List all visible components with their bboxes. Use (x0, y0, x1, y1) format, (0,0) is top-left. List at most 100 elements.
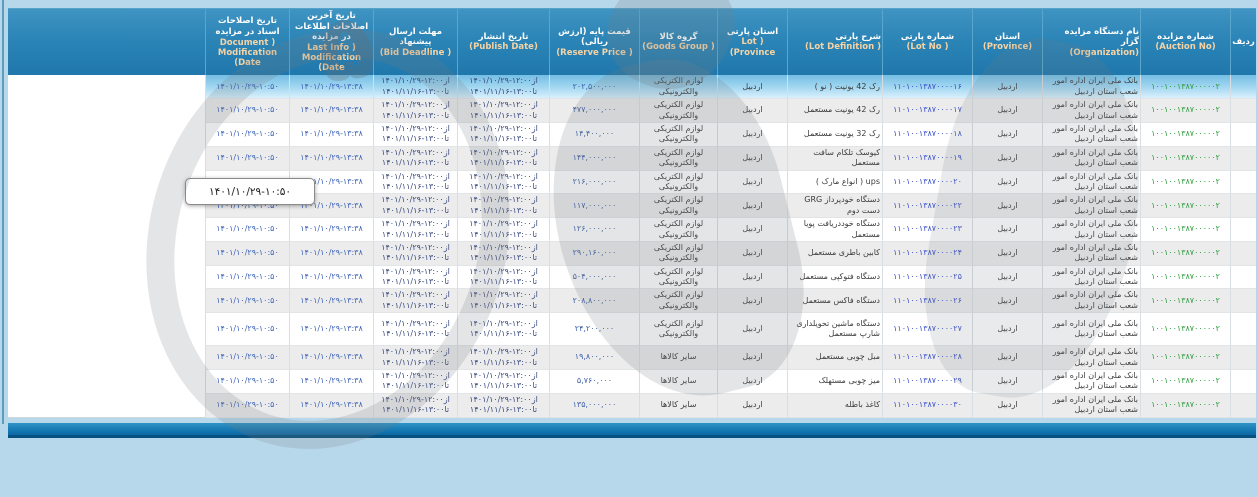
table-row[interactable]: ۱۰۰۱۰۰۱۳۸۷۰۰۰۰۰۲ بانک ملی ایران اداره امو… (205, 289, 1256, 314)
table-row[interactable]: ۱۰۰۱۰۰۱۳۸۷۰۰۰۰۰۲ بانک ملی ایران اداره امو… (205, 265, 1256, 290)
header-col-doc-modification[interactable]: تاریخ اصلاحات اسناد در مزایده( Document … (205, 9, 289, 76)
header-label-en: ( Lot Definition) (805, 42, 881, 53)
cell-doc-modification: ۱۴۰۱/۱۰/۲۹-۱۰:۵۰ (205, 123, 289, 147)
header-col-reserve-price[interactable]: قیمت پایه (ارزش ریالی)( Reserve Price) (549, 9, 639, 76)
cell-value[interactable]: ۱۱۰۱۰۰۱۳۸۷۰۰۰۰۲۵ (893, 271, 962, 281)
cell-value: ۱۴۰۱/۱۰/۲۹-۱۰:۵۰ (216, 352, 279, 362)
cell-value[interactable]: ۱۱۰۱۰۰۱۳۸۷۰۰۰۰۳۰ (893, 400, 962, 409)
cell-value[interactable]: ۱۱۰۱۰۰۱۳۸۷۰۰۰۰۱۶ (893, 81, 962, 91)
date-to: تا۱۴۰۱/۱۱/۱۶-۱۳:۰۰ (470, 253, 537, 263)
date-prefix: تا (444, 329, 450, 339)
cell-lot-no[interactable]: ۱۱۰۱۰۰۱۳۸۷۰۰۰۰۱۶ (882, 75, 972, 100)
cell-value[interactable]: ۱۱۰۱۰۰۱۳۸۷۰۰۰۰۲۴ (893, 248, 962, 258)
cell-value: اردبیل (997, 176, 1018, 186)
header-label-fa: تاریخ آخرین اصلاحات اطلاعات در مزایده (294, 11, 369, 43)
header-col-info-modification[interactable]: تاریخ آخرین اصلاحات اطلاعات در مزایده( L… (289, 9, 373, 76)
cell-value: ۱۰۰۱۰۰۱۳۸۷۰۰۰۰۰۲ (1151, 376, 1220, 386)
header-col-goods-group[interactable]: گروه کالا( Goods Group) (639, 9, 717, 76)
header-col-auction-no[interactable]: شماره مزایده (Auction No) (1140, 9, 1230, 76)
header-col-lot-province[interactable]: استان پارتی( Lot Province) (717, 9, 787, 76)
header-col-publish-date[interactable]: تاریخ انتشار (Publish Date) (457, 9, 549, 76)
cell-value: دستگاه ماشین تحویلداری شارپ مستعمل (796, 318, 880, 339)
cell-lot-no[interactable]: ۱۱۰۱۰۰۱۳۸۷۰۰۰۰۲۴ (882, 241, 972, 266)
date-prefix: از (531, 171, 538, 181)
cell-value: بانک ملی ایران اداره امور شعب استان اردب… (1052, 124, 1138, 144)
cell-lot-no[interactable]: ۱۱۰۱۰۰۱۳۸۷۰۰۰۰۲۸ (882, 346, 972, 371)
cell-value: کابین باطری مستعمل (807, 248, 880, 258)
cell-organization: بانک ملی ایران اداره امور شعب استان اردب… (1042, 146, 1140, 171)
date-value: ۱۴۰۱/۱۱/۱۶-۱۳:۰۰ (469, 110, 533, 120)
cell-info-modification: ۱۴۰۱/۱۰/۲۹-۱۳:۳۸ (289, 241, 373, 266)
cell-lot-no[interactable]: ۱۱۰۱۰۰۱۳۸۷۰۰۰۰۱۹ (882, 146, 972, 171)
date-from: از۱۴۰۱/۱۰/۲۹-۱۲:۰۰ (381, 347, 450, 357)
cell-publish-date: از۱۴۰۱/۱۰/۲۹-۱۲:۰۰ تا۱۴۰۱/۱۱/۱۶-۱۳:۰۰ (457, 170, 549, 195)
date-prefix: از (531, 100, 538, 110)
date-value: ۱۴۰۱/۱۰/۲۹-۱۲:۰۰ (381, 266, 444, 276)
cell-lot-no[interactable]: ۱۱۰۱۰۰۱۳۸۷۰۰۰۰۲۳ (882, 218, 972, 242)
cell-lot-no[interactable]: ۱۱۰۱۰۰۱۳۸۷۰۰۰۰۲۰ (882, 170, 972, 195)
date-value: ۱۴۰۱/۱۱/۱۶-۱۳:۰۰ (381, 181, 445, 191)
cell-value: اردبیل (742, 248, 763, 258)
table-row[interactable]: ۱۰۰۱۰۰۱۳۸۷۰۰۰۰۰۲ بانک ملی ایران اداره امو… (205, 194, 1256, 219)
date-to: تا۱۴۰۱/۱۱/۱۶-۱۳:۰۰ (382, 253, 449, 263)
pager-bar[interactable] (8, 422, 1256, 438)
cell-value: ۱۴۰۱/۱۰/۲۹-۱۳:۳۸ (300, 295, 363, 305)
cell-value: اردبیل (997, 352, 1018, 362)
cell-value: ۲۱۶,۰۰۰,۰۰۰ (572, 176, 617, 186)
header-col-bid-deadline[interactable]: مهلت ارسال پیشنهاد( Bid Deadline) (373, 9, 457, 76)
cell-value[interactable]: ۱۱۰۱۰۰۱۳۸۷۰۰۰۰۲۸ (893, 352, 962, 362)
cell-lot-no[interactable]: ۱۱۰۱۰۰۱۳۸۷۰۰۰۰۲۶ (882, 289, 972, 314)
table-row[interactable]: ۱۰۰۱۰۰۱۳۸۷۰۰۰۰۰۲ بانک ملی ایران اداره امو… (205, 370, 1256, 394)
cell-goods-group: لوازم الکتریکی والکترونیکی (639, 146, 717, 171)
cell-lot-province: اردبیل (717, 241, 787, 266)
header-col-province[interactable]: استان (Province) (972, 9, 1042, 76)
cell-lot-no[interactable]: ۱۱۰۱۰۰۱۳۸۷۰۰۰۰۲۲ (882, 194, 972, 219)
cell-goods-group: لوازم الکتریکی والکترونیکی (639, 75, 717, 100)
header-col-lot-no[interactable]: شماره پارتی( Lot No) (882, 9, 972, 76)
cell-lot-no[interactable]: ۱۱۰۱۰۰۱۳۸۷۰۰۰۰۲۵ (882, 265, 972, 290)
cell-value[interactable]: ۱۱۰۱۰۰۱۳۸۷۰۰۰۰۲۳ (893, 224, 962, 234)
cell-lot-no[interactable]: ۱۱۰۱۰۰۱۳۸۷۰۰۰۰۱۷ (882, 99, 972, 123)
date-to: تا۱۴۰۱/۱۱/۱۶-۱۳:۰۰ (382, 277, 449, 287)
date-from: از۱۴۰۱/۱۰/۲۹-۱۲:۰۰ (469, 172, 538, 182)
date-to: تا۱۴۰۱/۱۱/۱۶-۱۳:۰۰ (382, 134, 449, 144)
cell-lot-no[interactable]: ۱۱۰۱۰۰۱۳۸۷۰۰۰۰۳۰ (882, 393, 972, 418)
cell-row-index (1230, 194, 1256, 219)
header-col-lot-definition[interactable]: شرح پارتی( Lot Definition) (787, 9, 882, 76)
table-row[interactable]: ۱۰۰۱۰۰۱۳۸۷۰۰۰۰۰۲ بانک ملی ایران اداره امو… (205, 75, 1256, 100)
cell-value[interactable]: ۱۱۰۱۰۰۱۳۸۷۰۰۰۰۲۶ (893, 295, 962, 305)
cell-value[interactable]: ۱۱۰۱۰۰۱۳۸۷۰۰۰۰۲۹ (893, 376, 962, 386)
header-col-organization[interactable]: نام دستگاه مزایده گزار (Organization) (1042, 9, 1140, 76)
cell-value[interactable]: ۱۱۰۱۰۰۱۳۸۷۰۰۰۰۲۲ (893, 200, 962, 210)
date-value: ۱۴۰۱/۱۰/۲۹-۱۲:۰۰ (381, 318, 444, 328)
date-value: ۱۴۰۱/۱۰/۲۹-۱۲:۰۰ (469, 318, 532, 328)
cell-lot-definition: کیوسک تلکام سافت مستعمل (787, 146, 882, 171)
cell-lot-no[interactable]: ۱۱۰۱۰۰۱۳۸۷۰۰۰۰۱۸ (882, 123, 972, 147)
table-row[interactable]: ۱۰۰۱۰۰۱۳۸۷۰۰۰۰۰۲ بانک ملی ایران اداره امو… (205, 218, 1256, 242)
cell-value: دستگاه خودپرداز GRG دست دوم (804, 195, 880, 215)
table-row[interactable]: ۱۰۰۱۰۰۱۳۸۷۰۰۰۰۰۲ بانک ملی ایران اداره امو… (205, 241, 1256, 266)
table-row[interactable]: ۱۰۰۱۰۰۱۳۸۷۰۰۰۰۰۲ بانک ملی ایران اداره امو… (205, 346, 1256, 371)
table-row[interactable]: ۱۰۰۱۰۰۱۳۸۷۰۰۰۰۰۲ بانک ملی ایران اداره امو… (205, 123, 1256, 147)
cell-value[interactable]: ۱۱۰۱۰۰۱۳۸۷۰۰۰۰۱۸ (893, 129, 962, 139)
table-row[interactable]: ۱۰۰۱۰۰۱۳۸۷۰۰۰۰۰۲ بانک ملی ایران اداره امو… (205, 146, 1256, 171)
cell-value[interactable]: ۱۱۰۱۰۰۱۳۸۷۰۰۰۰۲۷ (893, 324, 962, 334)
cell-value[interactable]: ۱۱۰۱۰۰۱۳۸۷۰۰۰۰۱۹ (893, 152, 962, 162)
cell-value[interactable]: ۱۱۰۱۰۰۱۳۸۷۰۰۰۰۲۰ (893, 176, 962, 186)
cell-value: ۱۰۰۱۰۰۱۳۸۷۰۰۰۰۰۲ (1151, 295, 1220, 305)
table-row[interactable]: ۱۰۰۱۰۰۱۳۸۷۰۰۰۰۰۲ بانک ملی ایران اداره امو… (205, 393, 1256, 418)
table-row[interactable]: ۱۰۰۱۰۰۱۳۸۷۰۰۰۰۰۲ بانک ملی ایران اداره امو… (205, 170, 1256, 195)
date-prefix: از (443, 219, 450, 229)
cell-lot-no[interactable]: ۱۱۰۱۰۰۱۳۸۷۰۰۰۰۲۷ (882, 313, 972, 347)
cell-lot-no[interactable]: ۱۱۰۱۰۰۱۳۸۷۰۰۰۰۲۹ (882, 370, 972, 394)
cell-value: دستگاه خوددریافت پویا مستعمل (803, 219, 880, 239)
table-row[interactable]: ۱۰۰۱۰۰۱۳۸۷۰۰۰۰۰۲ بانک ملی ایران اداره امو… (205, 99, 1256, 123)
date-prefix: تا (532, 158, 538, 168)
cell-auction-no: ۱۰۰۱۰۰۱۳۸۷۰۰۰۰۰۲ (1140, 313, 1230, 347)
table-row[interactable]: ۱۰۰۱۰۰۱۳۸۷۰۰۰۰۰۲ بانک ملی ایران اداره امو… (205, 313, 1256, 347)
date-to: تا۱۴۰۱/۱۱/۱۶-۱۳:۰۰ (470, 230, 537, 240)
date-to: تا۱۴۰۱/۱۱/۱۶-۱۳:۰۰ (382, 329, 449, 339)
cell-value[interactable]: ۱۱۰۱۰۰۱۳۸۷۰۰۰۰۱۷ (893, 105, 962, 115)
cell-value: لوازم الکتریکی والکترونیکی (653, 195, 704, 215)
header-col-row-index[interactable]: ردیف (1230, 9, 1256, 76)
